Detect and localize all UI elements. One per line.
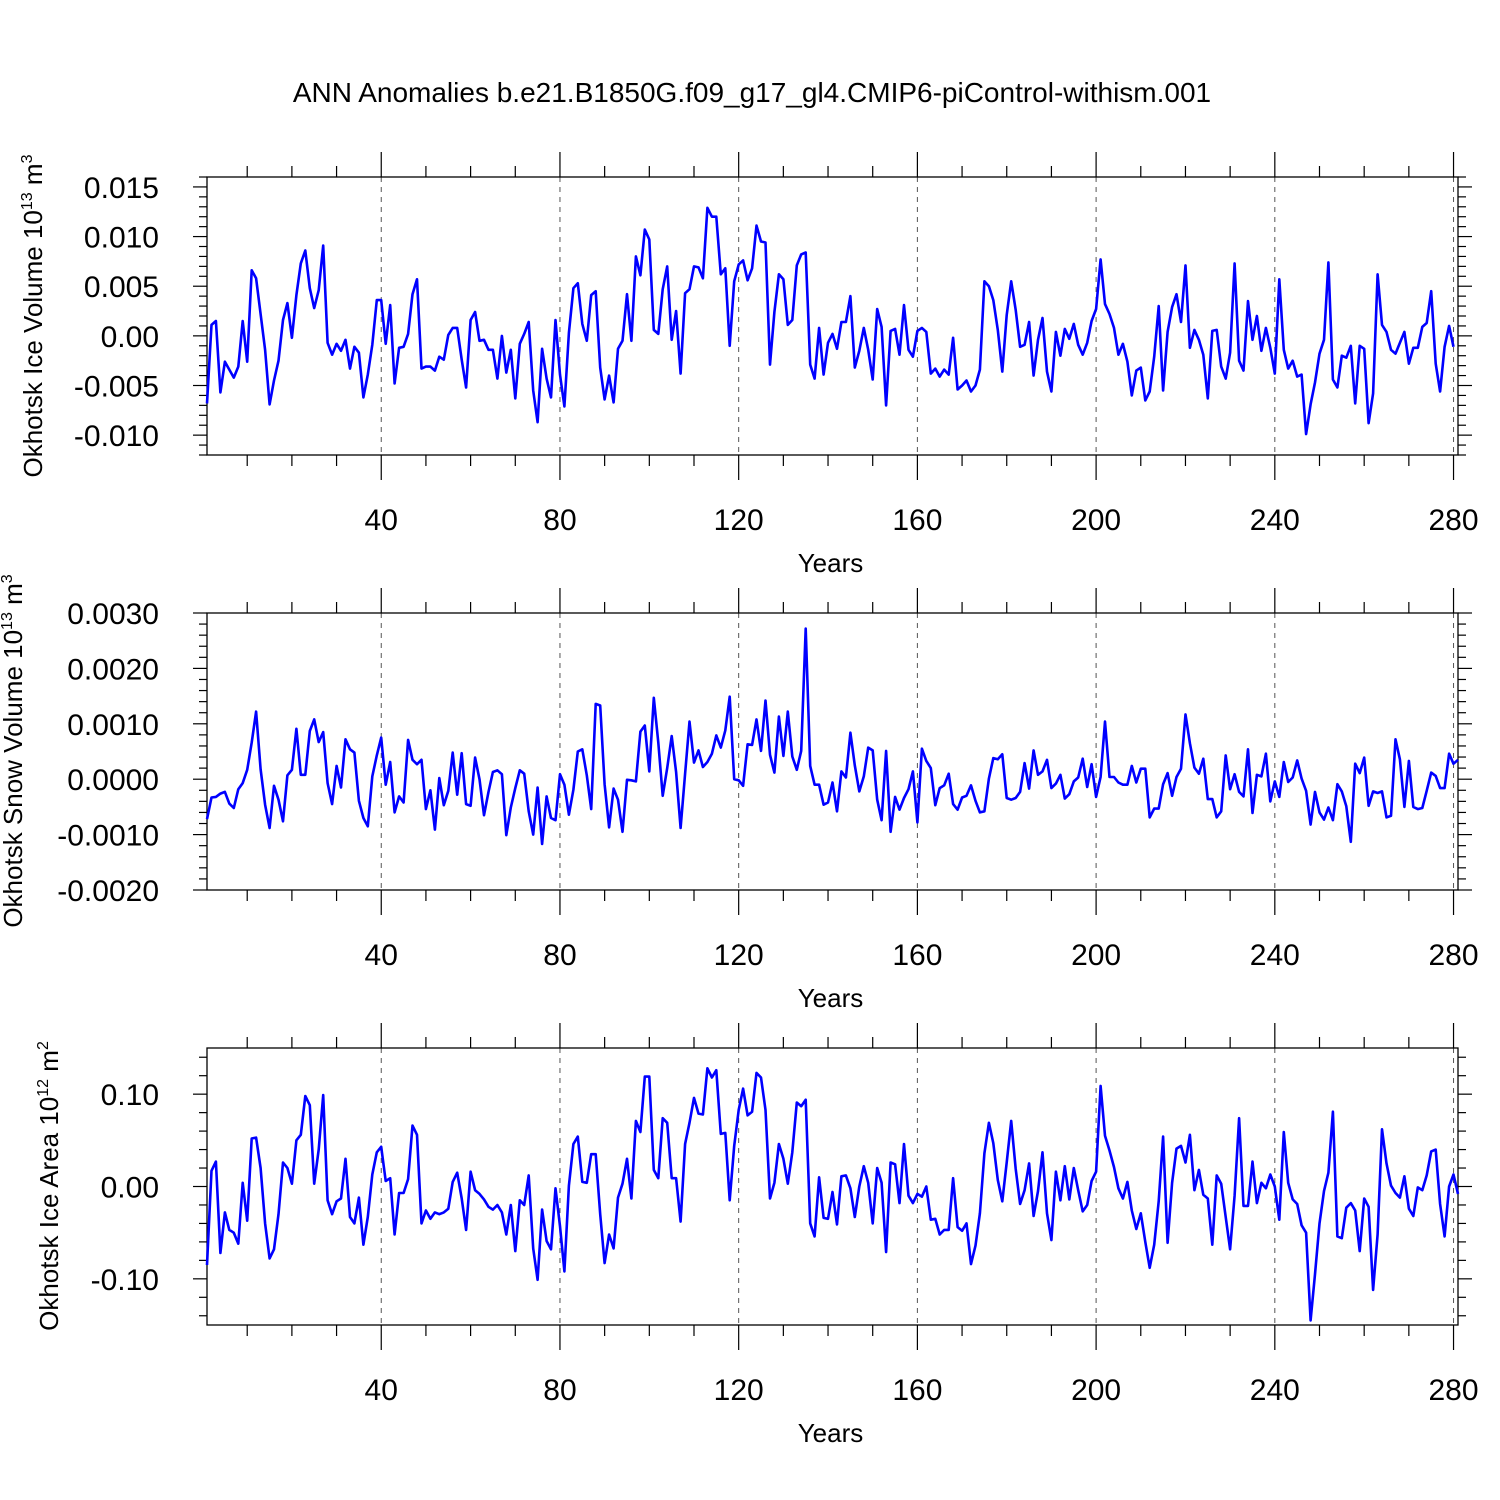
y-tick-label: 0.0030 bbox=[67, 598, 159, 631]
y-tick-label: 0.10 bbox=[101, 1079, 159, 1112]
figure-title: ANN Anomalies b.e21.B1850G.f09_g17_gl4.C… bbox=[293, 77, 1211, 108]
y-tick-label: -0.10 bbox=[91, 1264, 159, 1297]
chart-panel-3: 0.10 0.00 -0.10 40 80 120 160 200 240 280 Years Okh… bbox=[24, 1023, 1479, 1448]
x-tick-label: 240 bbox=[1250, 939, 1300, 972]
y-axis-title-space bbox=[0, 605, 18, 612]
plot-frame bbox=[206, 612, 1459, 891]
y-tick-label: 0.0000 bbox=[67, 764, 159, 797]
y-axis-title-yunit-exp: 13 bbox=[19, 192, 36, 210]
y-axis-title-yunit-name: m bbox=[0, 583, 28, 605]
y-axis-title-space bbox=[0, 659, 28, 666]
x-tick-label: 280 bbox=[1429, 939, 1479, 972]
y-tick-label: -0.0020 bbox=[57, 875, 159, 908]
panels-group: 0.015 0.010 0.005 0.00 -0.005 -0.010 40 80 120 16… bbox=[0, 152, 1479, 1448]
y-tick-label: 0.0020 bbox=[67, 653, 159, 686]
x-tick-label: 80 bbox=[543, 1374, 576, 1407]
y-axis-title-yunit-name: m bbox=[34, 1050, 64, 1072]
y-axis-title-yunit-exp: 12 bbox=[35, 1079, 52, 1097]
x-tick-label: 120 bbox=[714, 939, 764, 972]
plot-frame bbox=[206, 1047, 1459, 1326]
y-axis-title-ylabel: Okhotsk Snow Volume bbox=[0, 666, 28, 928]
y-tick-label: 0.0010 bbox=[67, 709, 159, 742]
x-tick-label: 40 bbox=[365, 1374, 398, 1407]
y-tick-label: -0.005 bbox=[74, 371, 159, 404]
series-line bbox=[205, 1067, 1460, 1322]
x-axis-title: Years bbox=[798, 983, 864, 1013]
x-tick-label: 200 bbox=[1071, 1374, 1121, 1407]
x-tick-label: 120 bbox=[714, 1374, 764, 1407]
y-axis-title-space bbox=[18, 239, 48, 246]
x-tick-label: 40 bbox=[365, 939, 398, 972]
y-axis-title-yunit-base: 10 bbox=[18, 210, 48, 239]
x-tick-label: 160 bbox=[892, 504, 942, 537]
x-tick-label: 160 bbox=[892, 1374, 942, 1407]
y-tick-label: 0.00 bbox=[101, 321, 159, 354]
chart-panel-2: 0.0030 0.0020 0.0010 0.0000 -0.0010 -0.0020 40… bbox=[0, 574, 1479, 1013]
y-axis-title-space bbox=[24, 1072, 54, 1079]
y-tick-label: -0.0010 bbox=[57, 820, 159, 853]
y-axis-title-yunit-base: 10 bbox=[0, 630, 28, 659]
y-axis-title-yunit-base: 10 bbox=[34, 1097, 64, 1126]
y-axis-title: Okhotsk Ice Volume 1013 m3 bbox=[8, 154, 48, 477]
y-tick-label: 0.005 bbox=[84, 271, 159, 304]
y-axis-title: Okhotsk Ice Area 1012 m2 bbox=[24, 1041, 64, 1331]
x-tick-label: 80 bbox=[543, 504, 576, 537]
y-axis-title-space bbox=[8, 185, 38, 192]
x-tick-label: 80 bbox=[543, 939, 576, 972]
plot-frame bbox=[206, 176, 1459, 456]
y-tick-label: 0.00 bbox=[101, 1172, 159, 1205]
y-tick-label: 0.010 bbox=[84, 222, 159, 255]
x-axis-title: Years bbox=[798, 548, 864, 578]
y-axis-title-yunit-exp: 13 bbox=[0, 612, 16, 630]
y-axis-title-ylabel: Okhotsk Ice Volume bbox=[18, 246, 48, 477]
x-axis-title: Years bbox=[798, 1418, 864, 1448]
x-tick-label: 240 bbox=[1250, 504, 1300, 537]
y-axis-title: Okhotsk Snow Volume 1013 m3 bbox=[0, 574, 28, 927]
x-tick-label: 280 bbox=[1429, 504, 1479, 537]
x-tick-label: 200 bbox=[1071, 504, 1121, 537]
y-axis-title-yunit-power: 2 bbox=[35, 1041, 52, 1050]
y-tick-label: -0.010 bbox=[74, 420, 159, 453]
y-axis-title-yunit-power: 3 bbox=[0, 574, 16, 583]
x-tick-label: 160 bbox=[892, 939, 942, 972]
chart-panel-1: 0.015 0.010 0.005 0.00 -0.005 -0.010 40 80 120 16… bbox=[8, 152, 1479, 578]
y-axis-title-yunit-name: m bbox=[18, 163, 48, 185]
y-axis-title-space bbox=[34, 1126, 64, 1133]
x-tick-label: 240 bbox=[1250, 1374, 1300, 1407]
x-tick-label: 40 bbox=[365, 504, 398, 537]
x-tick-label: 120 bbox=[714, 504, 764, 537]
x-tick-label: 200 bbox=[1071, 939, 1121, 972]
x-tick-label: 280 bbox=[1429, 1374, 1479, 1407]
y-axis-title-yunit-power: 3 bbox=[19, 154, 36, 163]
y-tick-label: 0.015 bbox=[84, 172, 159, 205]
series-line bbox=[205, 206, 1455, 436]
series-line bbox=[205, 627, 1459, 846]
y-axis-title-ylabel: Okhotsk Ice Area bbox=[34, 1132, 64, 1331]
